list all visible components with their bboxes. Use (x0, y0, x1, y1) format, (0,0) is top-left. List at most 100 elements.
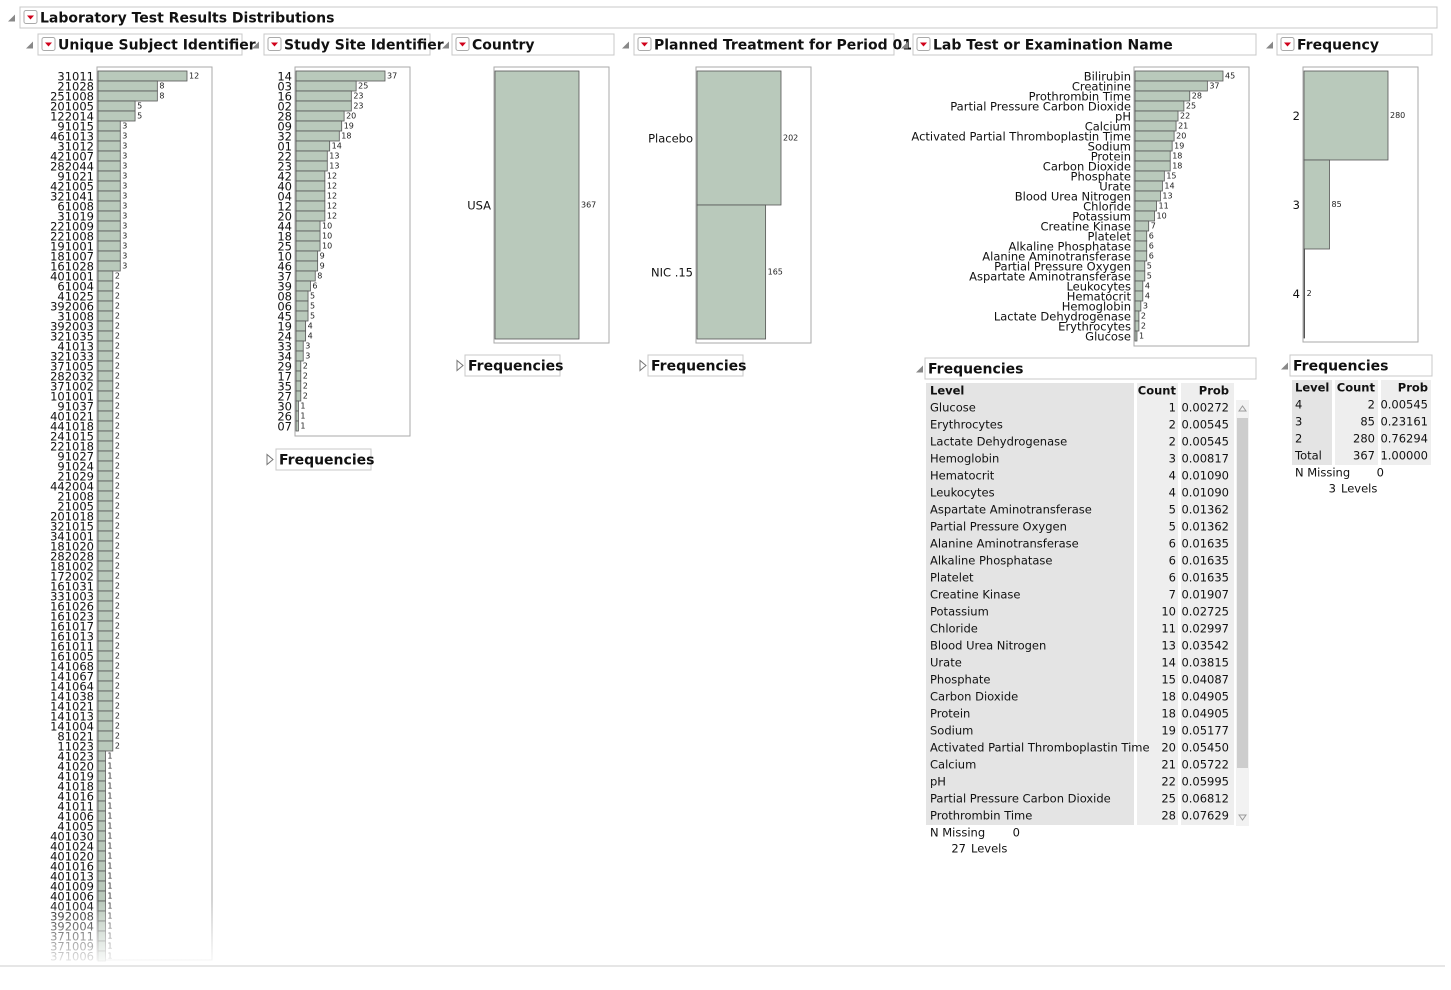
n-missing-label: N Missing (1295, 466, 1350, 480)
bar (1134, 90, 1191, 102)
bar-label: 2 (115, 492, 120, 501)
bar-label: 20 (1176, 132, 1186, 141)
disclosure-open[interactable] (901, 41, 908, 49)
level-label: 39 (277, 280, 292, 294)
bar (97, 150, 121, 162)
column-bg (1292, 380, 1332, 465)
level-label: Hemoglobin (1062, 300, 1131, 314)
level-label: 03 (277, 80, 292, 94)
scroll-up[interactable] (1238, 405, 1247, 412)
panel-title[interactable]: Study Site Identifier (284, 38, 444, 54)
disclosure-open[interactable] (8, 14, 15, 22)
bar-label: 23 (353, 102, 363, 111)
disclosure-open[interactable] (916, 365, 923, 373)
panel-title[interactable]: Planned Treatment for Period 01 (654, 38, 912, 54)
level-label: 371002 (50, 380, 94, 394)
bar-label: 2 (115, 542, 120, 551)
scrollbar-thumb[interactable] (1237, 418, 1248, 768)
panel-title[interactable]: Lab Test or Examination Name (933, 38, 1173, 54)
table-cell: 18 (1161, 690, 1176, 704)
disclosure-open[interactable] (252, 41, 259, 49)
level-label: 91021 (57, 170, 94, 184)
bar (1134, 260, 1146, 272)
level-label: 141038 (50, 690, 94, 704)
bar-label: 3 (122, 182, 127, 191)
bar (295, 240, 321, 252)
level-label: Chloride (1083, 200, 1131, 214)
bar (97, 690, 114, 702)
frequencies-outline-bar (647, 354, 744, 377)
disclosure-open[interactable] (622, 41, 629, 49)
column-bg (1181, 383, 1234, 825)
levels-label: Levels (1341, 482, 1377, 496)
frequencies-outline[interactable]: Frequencies (651, 359, 746, 375)
level-label: 331003 (50, 590, 94, 604)
bar (97, 880, 106, 892)
level-label: 33 (277, 340, 292, 354)
bar-label: 3 (305, 352, 310, 361)
bar (97, 760, 106, 772)
table-cell: Leukocytes (930, 486, 995, 500)
disclosure-closed[interactable] (639, 359, 647, 372)
bar (295, 250, 319, 262)
bar-label: 37 (1209, 82, 1219, 91)
bar-label: 3 (122, 262, 127, 271)
level-label: 161013 (50, 630, 94, 644)
level-label: 45 (277, 310, 292, 324)
report-title[interactable]: Laboratory Test Results Distributions (40, 11, 334, 27)
level-label: 25 (277, 240, 292, 254)
table-cell: 14 (1161, 656, 1176, 670)
table-cell: 0.04905 (1181, 707, 1229, 721)
disclosure-open[interactable] (1266, 41, 1273, 49)
frequencies-outline[interactable]: Frequencies (468, 359, 563, 375)
disclosure-closed[interactable] (266, 453, 274, 466)
disclosure-open[interactable] (1281, 362, 1288, 370)
panel-title[interactable]: Frequency (1297, 38, 1379, 54)
bar-label: 2 (115, 322, 120, 331)
table-cell: 5 (1169, 503, 1176, 517)
level-label: Potassium (1072, 210, 1131, 224)
bar (1134, 130, 1175, 142)
level-label: 401009 (50, 880, 94, 894)
bar-label: 10 (322, 222, 332, 231)
frequencies-outline[interactable]: Frequencies (928, 362, 1023, 378)
table-cell: 0.02997 (1181, 622, 1229, 636)
bar-label: 2 (115, 372, 120, 381)
level-label: 122014 (50, 110, 94, 124)
level-label: 282032 (50, 370, 94, 384)
bar (696, 70, 782, 206)
frequencies-outline[interactable]: Frequencies (279, 453, 374, 469)
table-cell: Platelet (930, 571, 974, 585)
panel-title[interactable]: Unique Subject Identifier (58, 38, 256, 54)
disclosure-open[interactable] (26, 41, 33, 49)
panel-title[interactable]: Country (472, 38, 535, 54)
table-cell: Hemoglobin (930, 452, 999, 466)
n-missing: 0 (1377, 466, 1384, 480)
bar (1134, 70, 1224, 82)
bar-label: 9 (320, 262, 325, 271)
bar (295, 370, 302, 382)
level-label: Creatinine (1072, 80, 1131, 94)
level-label: Platelet (1087, 230, 1131, 244)
bar-label: 9 (320, 252, 325, 261)
scroll-down[interactable] (1238, 814, 1247, 821)
bar (1134, 320, 1140, 332)
level-label: 221009 (50, 220, 94, 234)
table-cell: 1 (1169, 401, 1176, 415)
table-cell: 3 (1295, 415, 1302, 429)
table-cell: 0.01090 (1181, 469, 1229, 483)
column-header: Count (1138, 384, 1177, 398)
table-cell: 0.01635 (1181, 537, 1229, 551)
level-label: 401030 (50, 830, 94, 844)
level-label: 61004 (57, 280, 94, 294)
level-label: 41023 (57, 750, 94, 764)
level-label: Blood Urea Nitrogen (1015, 190, 1131, 204)
frequencies-outline[interactable]: Frequencies (1293, 359, 1388, 375)
level-label: 401021 (50, 410, 94, 424)
disclosure-closed[interactable] (456, 359, 464, 372)
bar-label: 2 (115, 522, 120, 531)
bar-label: 3 (122, 142, 127, 151)
bar (295, 90, 352, 102)
disclosure-open[interactable] (442, 41, 449, 49)
level-label: 07 (277, 420, 292, 434)
